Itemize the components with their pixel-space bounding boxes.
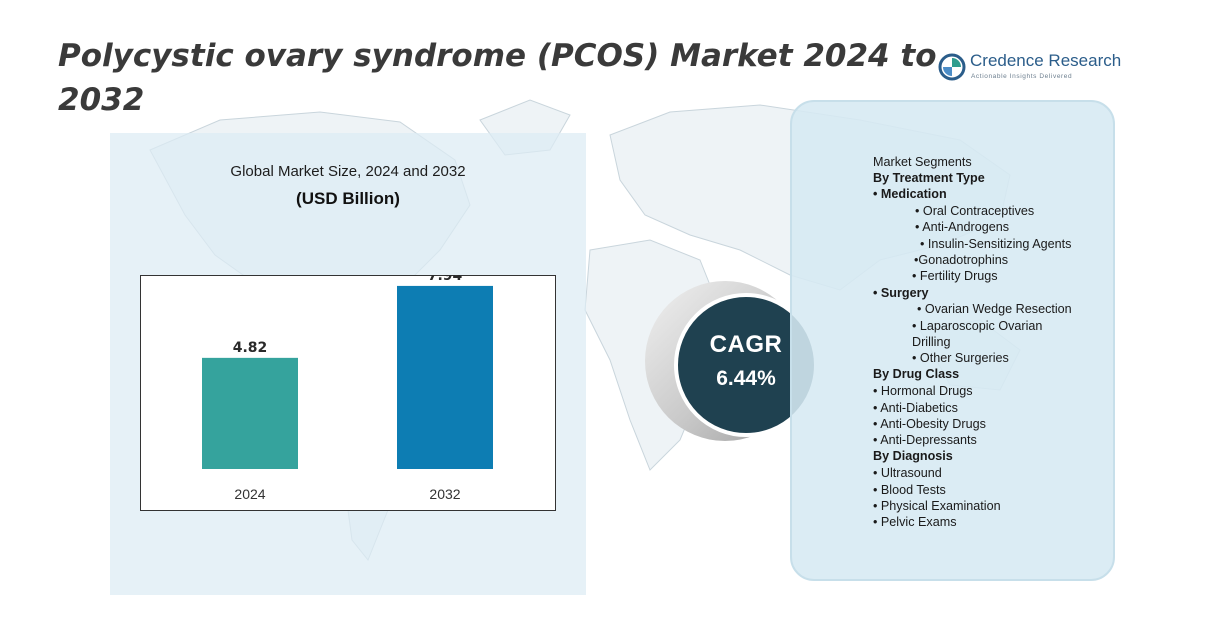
segment-group-drug-class: By Drug Class: [873, 367, 960, 381]
segment-anti-diabetics: • Anti-Diabetics: [873, 401, 958, 415]
logo-name: Credence Research: [970, 51, 1122, 70]
segment-gonadotrophins: •Gonadotrophins: [914, 253, 1009, 267]
chart-unit-label: (USD Billion): [296, 189, 400, 208]
segment-hormonal-drugs: • Hormonal Drugs: [873, 384, 973, 398]
cagr-label: CAGR: [709, 331, 783, 358]
credence-research-logo: Credence Research Actionable Insights De…: [938, 50, 1128, 86]
segment-group-diagnosis: By Diagnosis: [873, 449, 953, 463]
segment-physical-examination: • Physical Examination: [873, 499, 1001, 513]
segment-anti-androgens: • Anti-Androgens: [915, 220, 1010, 234]
value-label-2024: 4.82: [233, 340, 268, 356]
segment-medication: • Medication: [873, 187, 947, 201]
segment-pelvic-exams: • Pelvic Exams: [873, 515, 957, 529]
logo-tagline: Actionable Insights Delivered: [971, 73, 1073, 80]
x-tick-label-2032: 2032: [429, 486, 460, 502]
segment-fertility-drugs: • Fertility Drugs: [912, 269, 998, 283]
segment-drilling: Drilling: [912, 335, 951, 349]
segment-group-treatment-type: By Treatment Type: [873, 171, 985, 185]
chart-title: Global Market Size, 2024 and 2032: [230, 163, 466, 180]
segment-anti-obesity-drugs: • Anti-Obesity Drugs: [873, 417, 986, 431]
segment-oral-contraceptives: • Oral Contraceptives: [915, 204, 1035, 218]
page-title: Polycystic ovary syndrome (PCOS) Market …: [58, 38, 937, 118]
segment-anti-depressants: • Anti-Depressants: [873, 433, 977, 447]
x-tick-label-2024: 2024: [234, 486, 265, 502]
segment-blood-tests: • Blood Tests: [873, 483, 946, 497]
segment-surgery: • Surgery: [873, 286, 929, 300]
segment-ovarian-wedge-resection: • Ovarian Wedge Resection: [917, 302, 1072, 316]
segment-other-surgeries: • Other Surgeries: [912, 351, 1009, 365]
segment-ultrasound: • Ultrasound: [873, 466, 942, 480]
segment-insulin-sensitizing-agents: • Insulin-Sensitizing Agents: [920, 237, 1072, 251]
cagr-value: 6.44%: [716, 367, 776, 390]
logo-mark-icon: [938, 53, 966, 81]
bar-2032: [397, 285, 493, 469]
segments-heading: Market Segments: [873, 155, 972, 169]
market-size-bar-chart: 4.82 7.94 2024 2032: [140, 275, 556, 511]
bar-2024: [202, 357, 298, 469]
value-label-2032: 7.94: [428, 275, 463, 284]
market-segments-panel: Market Segments By Treatment Type • Medi…: [790, 100, 1115, 581]
segment-laparoscopic-ovarian: • Laparoscopic Ovarian: [912, 319, 1043, 333]
